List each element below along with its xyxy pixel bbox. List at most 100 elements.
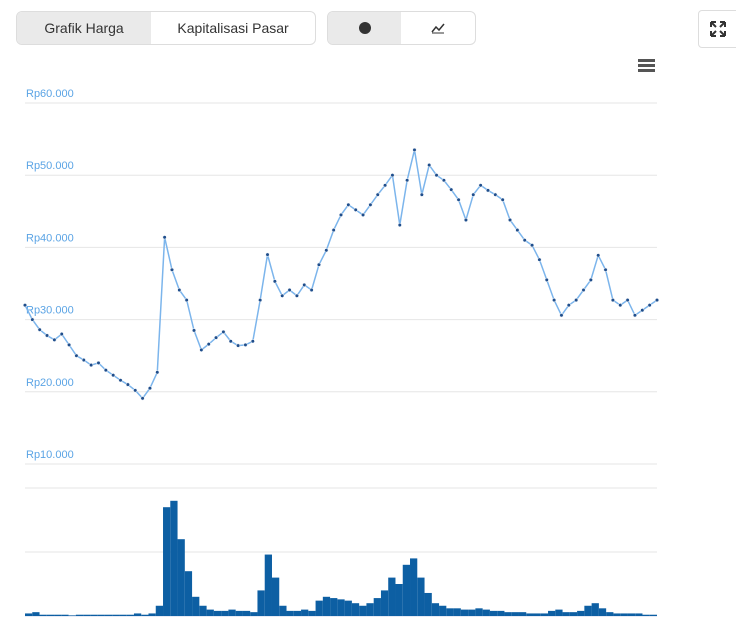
price-point (552, 298, 557, 303)
price-point (316, 262, 322, 267)
line-icon (431, 23, 445, 34)
price-point (640, 308, 645, 313)
volume-bar (170, 500, 178, 616)
price-point (294, 293, 299, 298)
price-point (441, 178, 446, 183)
volume-bar (577, 610, 585, 616)
price-point (52, 337, 57, 342)
volume-bar (642, 614, 650, 616)
volume-bar (344, 600, 352, 616)
price-point (647, 303, 652, 308)
volume-bar (308, 610, 316, 616)
volume-bar (90, 614, 98, 616)
price-point (59, 331, 64, 337)
price-point (566, 303, 571, 308)
price-point (471, 192, 476, 197)
volume-bar (598, 608, 607, 616)
price-point (30, 317, 35, 322)
price-point (559, 313, 564, 318)
volume-bar (402, 564, 411, 616)
price-point (162, 235, 167, 240)
tab-market-cap[interactable]: Kapitalisasi Pasar (177, 20, 289, 36)
price-point (272, 279, 277, 284)
volume-bar (184, 571, 193, 616)
volume-bar (635, 613, 643, 616)
y-tick-label: Rp60.000 (26, 88, 74, 100)
volume-bar (46, 614, 55, 616)
volume-bar (315, 600, 323, 616)
volume-bar (148, 613, 156, 616)
price-point (515, 228, 520, 233)
volume-bar (192, 596, 200, 616)
volume-bar (562, 612, 570, 616)
y-tick-label: Rp10.000 (26, 449, 74, 461)
volume-bar (497, 610, 505, 616)
chart: Rp10.000 Rp20.000 Rp30.000 Rp40.000 Rp50.000… (22, 59, 660, 617)
price-point (111, 373, 116, 378)
price-point (302, 282, 307, 287)
price-point (37, 327, 42, 332)
dot-style-button[interactable] (328, 12, 401, 44)
volume-bar (453, 608, 461, 616)
price-point (67, 342, 72, 347)
tab-price[interactable]: Grafik Harga (17, 12, 152, 44)
price-point (427, 163, 432, 168)
price-point (412, 147, 417, 152)
price-point (405, 178, 410, 183)
price-point (419, 192, 424, 197)
price-line (24, 149, 658, 400)
volume-bar (141, 614, 149, 616)
price-point (184, 298, 189, 303)
price-point (360, 212, 366, 217)
price-point (155, 370, 160, 375)
volume-bar (533, 613, 541, 616)
price-point (22, 303, 28, 308)
price-point (654, 298, 660, 303)
y-tick-label: Rp50.000 (26, 160, 74, 172)
volume-bar (155, 605, 164, 616)
volume-bar (322, 596, 331, 616)
volume-bar (25, 613, 33, 616)
price-point (500, 197, 505, 202)
price-point (632, 313, 638, 318)
volume-bar (39, 614, 47, 616)
volume-bar (228, 609, 236, 616)
price-point (228, 339, 233, 344)
price-point (236, 343, 241, 348)
price-point (544, 277, 549, 282)
expand-icon (710, 21, 726, 37)
price-point (81, 357, 86, 363)
volume-bar (380, 590, 389, 616)
volume-bar (271, 577, 280, 616)
expand-button[interactable] (698, 10, 736, 48)
volume-bar (301, 609, 309, 616)
volume-bar (264, 554, 272, 616)
price-point (44, 333, 50, 338)
dot-icon (358, 22, 371, 34)
volume-bar (373, 598, 381, 616)
volume-bar (555, 609, 563, 616)
price-point (338, 212, 344, 217)
menu-icon[interactable] (638, 59, 655, 72)
line-style-button[interactable] (401, 12, 475, 44)
volume-bar (97, 614, 105, 616)
volume-bar (417, 577, 425, 616)
volume-bar (366, 603, 374, 616)
volume-bar (569, 612, 578, 616)
price-point (133, 388, 138, 393)
price-point (603, 267, 608, 272)
volume-bar (548, 610, 556, 616)
price-point (375, 192, 380, 197)
volume-bar (235, 610, 243, 616)
price-point (147, 386, 152, 391)
volume-bar (61, 614, 69, 616)
price-point (331, 228, 336, 233)
y-tick-label: Rp30.000 (26, 305, 74, 317)
chart-style-toggle (327, 11, 476, 45)
volume-bar (83, 614, 91, 616)
volume-bar (359, 605, 367, 616)
y-tick-label: Rp40.000 (26, 232, 74, 244)
volume-bar (410, 558, 418, 616)
volume-bar (257, 590, 265, 616)
